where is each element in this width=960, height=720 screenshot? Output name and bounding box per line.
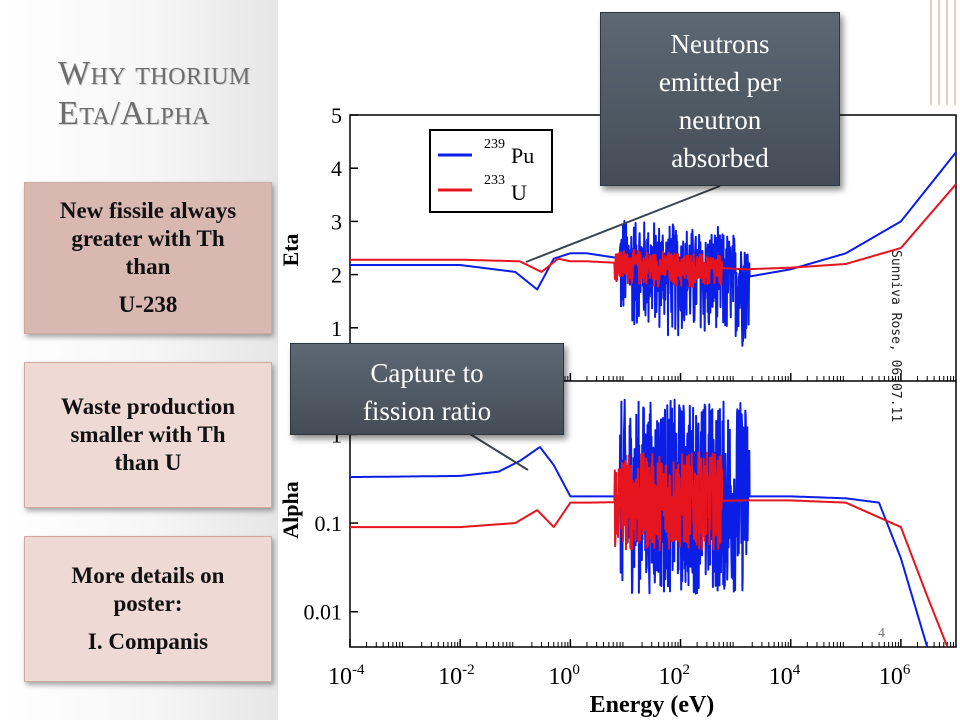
callout-line: Neutrons: [670, 29, 770, 59]
x-tick-exponent: 2: [683, 662, 691, 678]
card-more-details: More details on poster: I. Companis: [24, 536, 272, 682]
callout-neutrons-emitted: Neutrons emitted per neutron absorbed: [600, 12, 840, 186]
x-tick-base: 10: [438, 664, 462, 690]
callout-pointer-top: [525, 185, 721, 263]
x-tick-base: 10: [659, 664, 683, 690]
eta-series-pu239: [349, 151, 957, 347]
x-tick-base: 10: [328, 664, 352, 690]
eta-axis-label: Eta: [278, 234, 303, 267]
legend-pu-mass: 239: [484, 137, 505, 152]
card-waste-production: Waste production smaller with Th than U: [24, 362, 272, 508]
x-tick-exponent: -2: [462, 662, 475, 678]
x-tick-exponent: 4: [793, 662, 801, 678]
page-number: 4: [878, 626, 885, 641]
x-tick-label: 106: [879, 662, 911, 690]
card-text-line: greater with Th: [71, 226, 225, 251]
card-text-line: than U: [114, 450, 182, 475]
x-tick-label: 10-4: [328, 662, 365, 690]
callout-capture-fission: Capture to fission ratio: [290, 343, 564, 435]
alpha-axis-label: Alpha: [278, 481, 303, 538]
callout-line: emitted per: [658, 67, 782, 97]
eta-tick-label: 1: [331, 316, 342, 341]
card-text-line: Waste production: [60, 394, 236, 419]
series-layer: [349, 151, 957, 648]
legend-u-mass: 233: [484, 173, 505, 188]
card-text-line: poster:: [113, 591, 183, 616]
x-tick-label: 100: [548, 662, 580, 690]
legend-pu-symbol: Pu: [511, 143, 534, 168]
eta-tick-label: 4: [331, 156, 342, 181]
legend-box: [429, 129, 553, 213]
x-tick-exponent: 6: [903, 662, 911, 678]
callout-line: fission ratio: [362, 396, 492, 426]
card-text-line: smaller with Th: [70, 422, 226, 447]
legend: 239 Pu 233 U: [429, 129, 553, 213]
card-text-line: than: [125, 254, 171, 279]
card-new-fissile: New fissile always greater with Th than …: [24, 182, 272, 334]
slide-title: Why thorium Eta/Alpha: [58, 54, 251, 134]
alpha-tick-label: 0.01: [304, 600, 343, 625]
callout-line: Capture to: [370, 358, 484, 388]
x-tick-base: 10: [769, 664, 793, 690]
x-tick-base: 10: [548, 664, 572, 690]
eta-tick-label: 2: [331, 263, 342, 288]
slide-title-line-1: Why thorium: [58, 55, 251, 92]
card-text-line: U-238: [118, 292, 178, 317]
alpha-series-pu239: [349, 398, 929, 648]
x-tick-base: 10: [879, 664, 903, 690]
card-text-line: New fissile always: [59, 198, 237, 223]
x-axis-label: Energy (eV): [590, 692, 715, 718]
card-text-line: More details on: [71, 563, 225, 588]
alpha-series-u233: [349, 451, 949, 647]
eta-tick-label: 3: [331, 209, 342, 234]
author-credit: Sunniva Rose, 06.07.11: [888, 250, 903, 422]
decorative-stripes: [930, 0, 960, 105]
x-tick-label: 10-2: [438, 662, 475, 690]
callout-line: absorbed: [671, 143, 769, 173]
x-tick-label: 102: [659, 662, 691, 690]
callout-pointer-middle: [469, 433, 529, 471]
eta-tick-label: 5: [331, 103, 342, 128]
alpha-tick-label: 0.1: [315, 511, 343, 536]
legend-u-symbol: U: [511, 180, 527, 205]
slide-title-line-2: Eta/Alpha: [58, 95, 211, 132]
x-tick-label: 104: [769, 662, 801, 690]
eta-series-u233: [349, 183, 957, 289]
callout-line: neutron: [678, 105, 762, 135]
x-tick-exponent: -4: [352, 662, 365, 678]
card-text-line: I. Companis: [87, 629, 209, 654]
x-tick-exponent: 0: [572, 662, 580, 678]
